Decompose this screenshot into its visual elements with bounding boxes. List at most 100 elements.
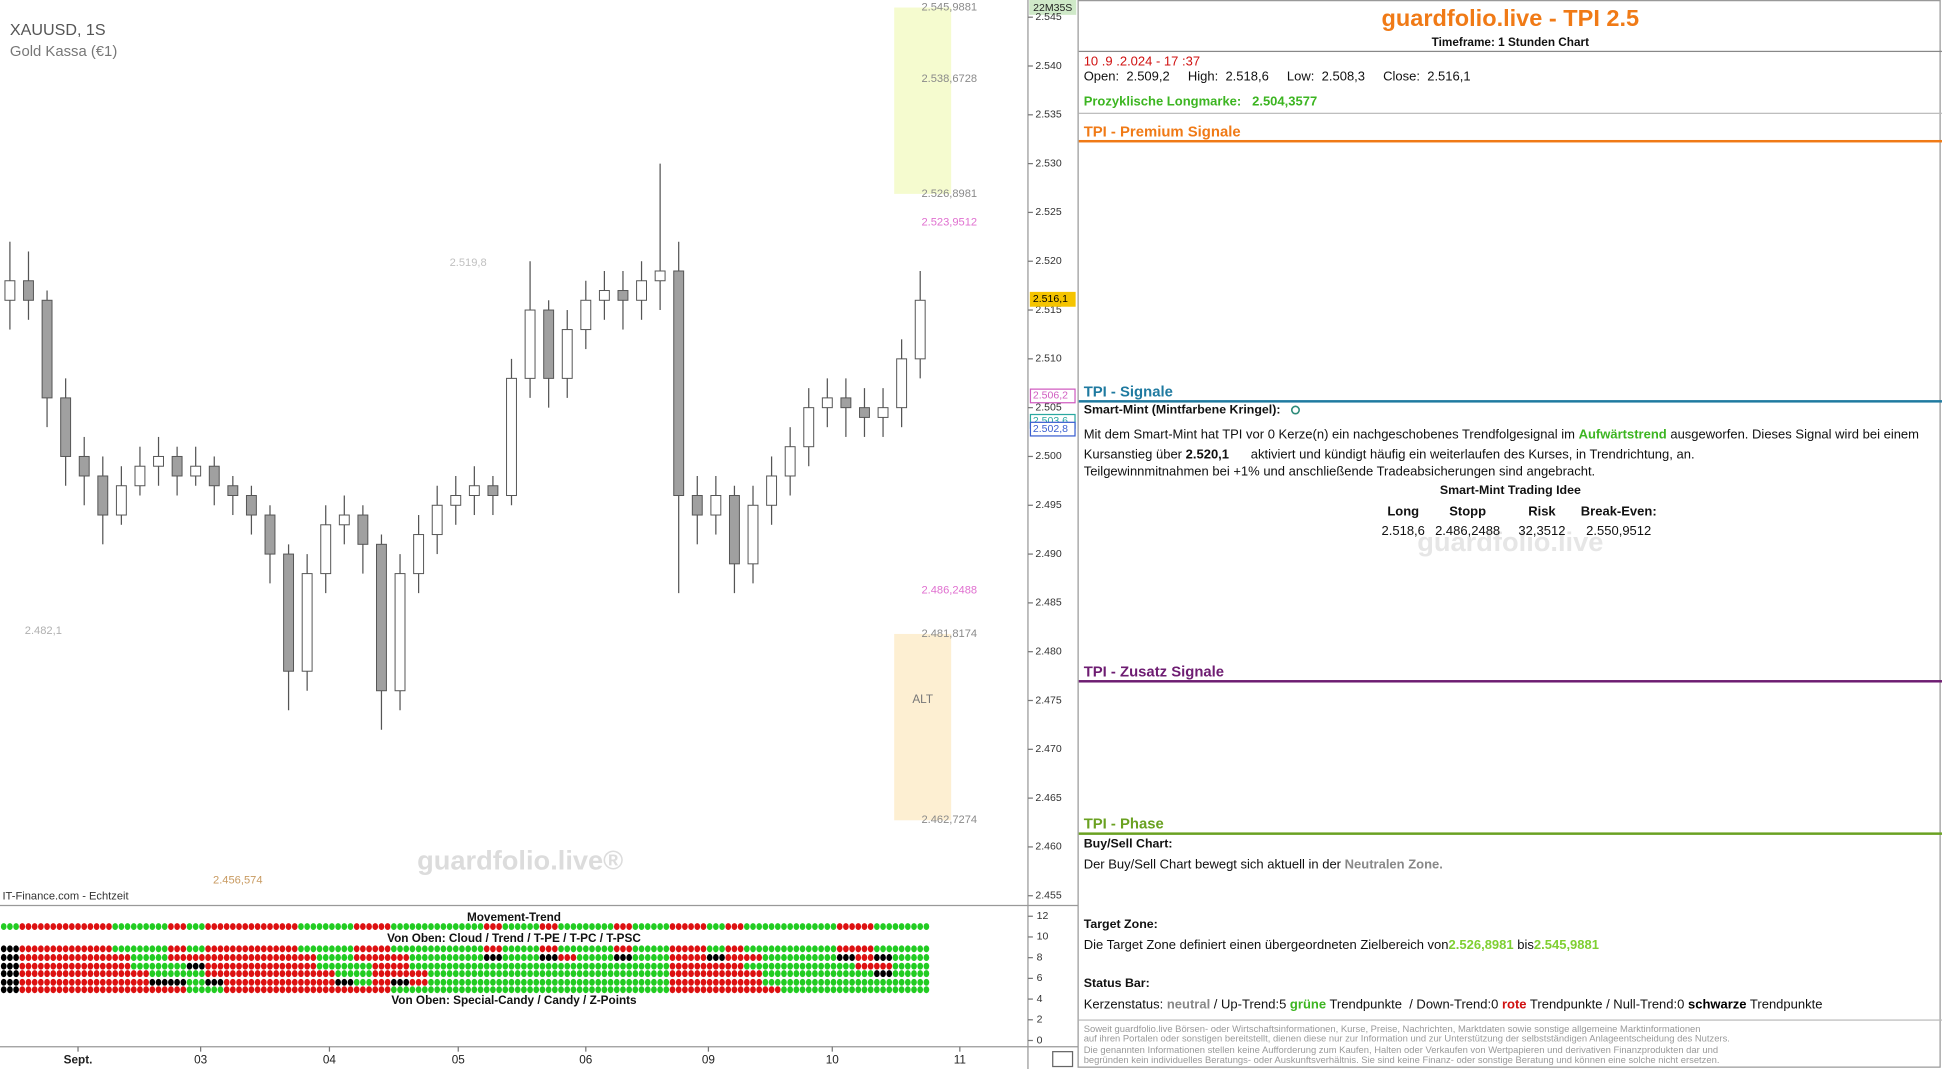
text: Trendpunkte bbox=[1746, 997, 1823, 1013]
trend-dot bbox=[267, 962, 273, 970]
trend-dot bbox=[316, 962, 323, 970]
trend-dot bbox=[273, 970, 280, 978]
trend-dot bbox=[378, 945, 385, 953]
trend-dot bbox=[199, 923, 205, 931]
trend-dot bbox=[793, 962, 800, 970]
ohlc-row: Open: 2.509,2 High: 2.518,6 Low: 2.508,3… bbox=[1084, 69, 1471, 84]
trend-dot bbox=[353, 986, 360, 994]
trend-dot bbox=[849, 945, 855, 953]
trend-dot bbox=[750, 954, 756, 961]
trend-dot bbox=[669, 962, 676, 970]
trend-dot bbox=[508, 962, 515, 970]
trend-dot bbox=[620, 954, 626, 961]
trend-dot bbox=[322, 945, 329, 953]
trend-dot bbox=[774, 923, 781, 931]
trend-dot bbox=[38, 945, 44, 953]
trend-dot bbox=[366, 945, 372, 953]
trend-dot bbox=[106, 962, 112, 970]
zone-label: ALT bbox=[912, 693, 933, 706]
trend-dot bbox=[762, 962, 769, 970]
trend-dot bbox=[428, 970, 434, 978]
zone-high: 2.545,9881 bbox=[1533, 937, 1600, 953]
trend-dot bbox=[483, 986, 490, 994]
trend-dot bbox=[415, 954, 422, 961]
trend-dot bbox=[217, 986, 224, 994]
trend-dot bbox=[471, 945, 478, 953]
trend-dot bbox=[521, 978, 527, 986]
trend-dot bbox=[130, 970, 137, 978]
trend-dot bbox=[781, 978, 787, 986]
settings-icon[interactable] bbox=[1052, 1051, 1074, 1068]
trend-dot bbox=[378, 954, 385, 961]
trend-dot bbox=[155, 954, 162, 961]
trend-dot bbox=[440, 986, 447, 994]
trend-dot bbox=[551, 954, 558, 961]
trend-dot bbox=[242, 978, 249, 986]
trend-dot bbox=[855, 923, 862, 931]
trend-dot bbox=[880, 962, 886, 970]
trend-dot bbox=[638, 945, 645, 953]
trend-dot bbox=[917, 945, 924, 953]
candle-body bbox=[654, 270, 666, 282]
trend-dot bbox=[626, 954, 633, 961]
trend-dot bbox=[372, 954, 379, 961]
trend-dot bbox=[44, 978, 50, 986]
candle-body bbox=[487, 485, 499, 497]
x-tick-label: 11 bbox=[954, 1053, 966, 1066]
trend-dot bbox=[199, 978, 205, 986]
trend-dot bbox=[768, 954, 775, 961]
trend-dot bbox=[917, 954, 924, 961]
trend-dot bbox=[390, 962, 397, 970]
candle-body bbox=[766, 475, 778, 506]
trend-dot bbox=[124, 970, 131, 978]
trend-dot bbox=[657, 923, 663, 931]
trend-dot bbox=[799, 986, 806, 994]
trend-dot bbox=[694, 945, 701, 953]
trend-dot bbox=[855, 954, 862, 961]
trend-dot bbox=[613, 945, 620, 953]
trend-dot bbox=[576, 923, 583, 931]
trend-dot bbox=[390, 970, 397, 978]
trend-dot bbox=[254, 954, 261, 961]
y-tick-label: 2.470 bbox=[1035, 743, 1061, 755]
trend-dot bbox=[490, 978, 496, 986]
trend-dot bbox=[880, 970, 886, 978]
trend-dot bbox=[211, 986, 218, 994]
trend-dot bbox=[310, 986, 317, 994]
trend-dot bbox=[446, 978, 453, 986]
trend-dot bbox=[106, 945, 112, 953]
trend-dot bbox=[774, 962, 781, 970]
trend-dot bbox=[260, 962, 267, 970]
trend-dot bbox=[477, 978, 484, 986]
candle-body bbox=[190, 465, 202, 477]
trend-dot bbox=[310, 970, 317, 978]
candle-body bbox=[896, 358, 908, 409]
y-tick-label: 6 bbox=[1037, 972, 1043, 984]
trend-dot bbox=[149, 978, 156, 986]
trend-dot bbox=[68, 970, 75, 978]
trend-dot bbox=[0, 945, 7, 953]
trend-dot bbox=[130, 954, 137, 961]
trend-dot bbox=[75, 970, 81, 978]
trend-dot bbox=[843, 954, 849, 961]
trend-dot bbox=[446, 986, 453, 994]
trend-dot bbox=[229, 945, 236, 953]
trend-dot bbox=[638, 978, 645, 986]
trend-dot bbox=[384, 923, 391, 931]
trend-dot bbox=[366, 970, 372, 978]
trend-dot bbox=[360, 970, 366, 978]
trend-dot bbox=[403, 962, 410, 970]
trend-dot bbox=[756, 945, 763, 953]
candle-body bbox=[728, 495, 740, 565]
trend-dot bbox=[13, 978, 19, 986]
y-tick-label: 2 bbox=[1037, 1014, 1043, 1026]
trend-dot bbox=[843, 986, 849, 994]
trend-dot bbox=[607, 970, 614, 978]
target-zone bbox=[894, 633, 952, 821]
trend-dot bbox=[335, 978, 341, 986]
trend-dot bbox=[471, 970, 478, 978]
trend-dot bbox=[743, 970, 750, 978]
trend-dot bbox=[304, 945, 310, 953]
trend-dot bbox=[130, 962, 137, 970]
trend-dot bbox=[38, 986, 44, 994]
